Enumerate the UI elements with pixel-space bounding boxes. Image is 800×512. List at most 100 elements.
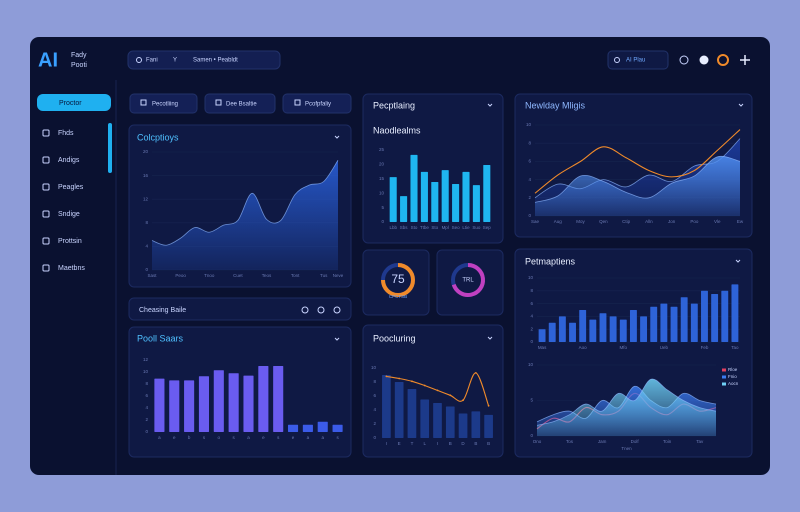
toolbar-button[interactable] <box>204 93 276 114</box>
sidebar-active[interactable] <box>37 94 111 111</box>
legend-swatch <box>722 375 726 379</box>
logo: AI <box>38 49 58 71</box>
line-point <box>474 372 477 374</box>
bar <box>433 403 442 438</box>
x-tick-label: Sto <box>431 225 438 230</box>
y-tick-label: 8 <box>528 140 531 145</box>
line-point <box>385 375 388 378</box>
y-tick-label: 2 <box>373 421 376 426</box>
filter-bar[interactable] <box>128 297 352 321</box>
button-label: Pecotliing <box>152 102 178 108</box>
y-tick-label: 5 <box>530 398 533 403</box>
x-tick-label: a <box>307 435 310 440</box>
x-tick-label: E <box>398 441 401 446</box>
filter-icon[interactable] <box>301 306 309 314</box>
legend-label: Fnio <box>728 374 737 379</box>
sidebar-item[interactable]: Sndige <box>58 211 80 218</box>
bar <box>452 183 460 222</box>
bar <box>169 380 180 432</box>
y-tick-label: 0 <box>373 435 376 440</box>
y-tick-label: 10 <box>528 362 534 367</box>
y-tick-label: 10 <box>371 365 377 370</box>
bar <box>420 171 428 222</box>
sidebar-item[interactable]: Andigs <box>58 157 80 164</box>
bar <box>441 170 449 222</box>
notification-icon[interactable] <box>679 55 689 65</box>
bar <box>472 185 480 222</box>
bar <box>680 297 688 342</box>
sidebar-icon <box>42 264 50 272</box>
line <box>151 160 339 246</box>
bar <box>410 154 418 222</box>
bar <box>619 319 627 342</box>
panel-title: Petmaptiens <box>525 256 576 266</box>
x-axis-label: Tnen <box>621 446 632 451</box>
sidebar-item[interactable]: Maetbns <box>58 265 85 272</box>
button-icon <box>215 99 222 106</box>
line-point <box>462 399 464 402</box>
bar <box>558 316 566 342</box>
bar <box>445 406 455 438</box>
sidebar-icon <box>42 210 50 218</box>
bar <box>273 366 284 432</box>
bar <box>420 399 430 438</box>
search-item: Samen • Peabldt <box>193 58 238 64</box>
account-menu[interactable] <box>607 50 669 70</box>
filter-icon[interactable] <box>333 306 341 314</box>
y-tick-label: 6 <box>530 301 533 306</box>
y-tick-label: 0 <box>528 213 531 218</box>
x-tick-label: Ctip <box>622 219 630 224</box>
x-tick-label: e <box>173 435 176 440</box>
x-tick-label: Jam <box>598 439 607 444</box>
y-tick-label: 4 <box>145 405 148 410</box>
legend-swatch <box>722 368 726 372</box>
area-fill <box>152 160 338 270</box>
x-tick-label: Teos <box>262 273 272 278</box>
y-tick-label: 2 <box>145 417 148 422</box>
x-tick-label: Toin <box>663 439 672 444</box>
y-tick-label: 12 <box>143 357 149 362</box>
panel-title: Pecptlaing <box>373 100 415 110</box>
y-tick-label: 2 <box>530 326 533 331</box>
x-tick-label: Ono <box>533 439 542 444</box>
bar <box>650 306 658 342</box>
toolbar-button[interactable] <box>282 93 352 114</box>
y-tick-label: 4 <box>373 407 376 412</box>
bar <box>258 366 269 432</box>
bar <box>548 322 556 342</box>
x-tick-label: Tav <box>696 439 704 444</box>
scroll-indicator <box>108 123 112 173</box>
filter-icon[interactable] <box>317 306 325 314</box>
line <box>534 155 741 203</box>
search-bar[interactable] <box>127 50 281 70</box>
x-tick-label: s <box>203 435 206 440</box>
toolbar-button[interactable] <box>129 93 198 114</box>
alert-icon[interactable] <box>717 54 729 66</box>
x-tick-label: Sep <box>483 225 492 230</box>
bar <box>483 164 491 222</box>
area-fill <box>537 378 716 436</box>
line <box>536 378 717 426</box>
panel-title: Pooll Saars <box>137 333 184 343</box>
bar <box>243 375 254 432</box>
line <box>536 385 717 423</box>
panel-chevrons[interactable] <box>334 103 744 341</box>
y-tick-label: 10 <box>528 275 534 280</box>
sidebar-item[interactable]: Proctor <box>59 100 82 107</box>
x-tick-label: Tao <box>731 345 739 350</box>
x-tick-label: Tnoo <box>204 273 215 278</box>
sidebar-item[interactable]: Fhds <box>58 130 74 137</box>
settings-icon[interactable] <box>699 55 709 65</box>
x-tick-label: Sbs <box>400 225 409 230</box>
y-tick-label: 0 <box>530 339 533 344</box>
sidebar-item[interactable]: Peagles <box>58 184 84 191</box>
sidebar-item[interactable]: Prottsin <box>58 238 82 245</box>
x-tick-label: Poo <box>690 219 699 224</box>
x-tick-label: s <box>336 435 339 440</box>
bar <box>154 378 165 432</box>
add-icon[interactable] <box>740 55 750 65</box>
bar <box>228 373 239 432</box>
x-tick-label: Ueb <box>660 345 669 350</box>
line-point <box>411 380 413 383</box>
y-tick-label: 8 <box>145 220 148 225</box>
